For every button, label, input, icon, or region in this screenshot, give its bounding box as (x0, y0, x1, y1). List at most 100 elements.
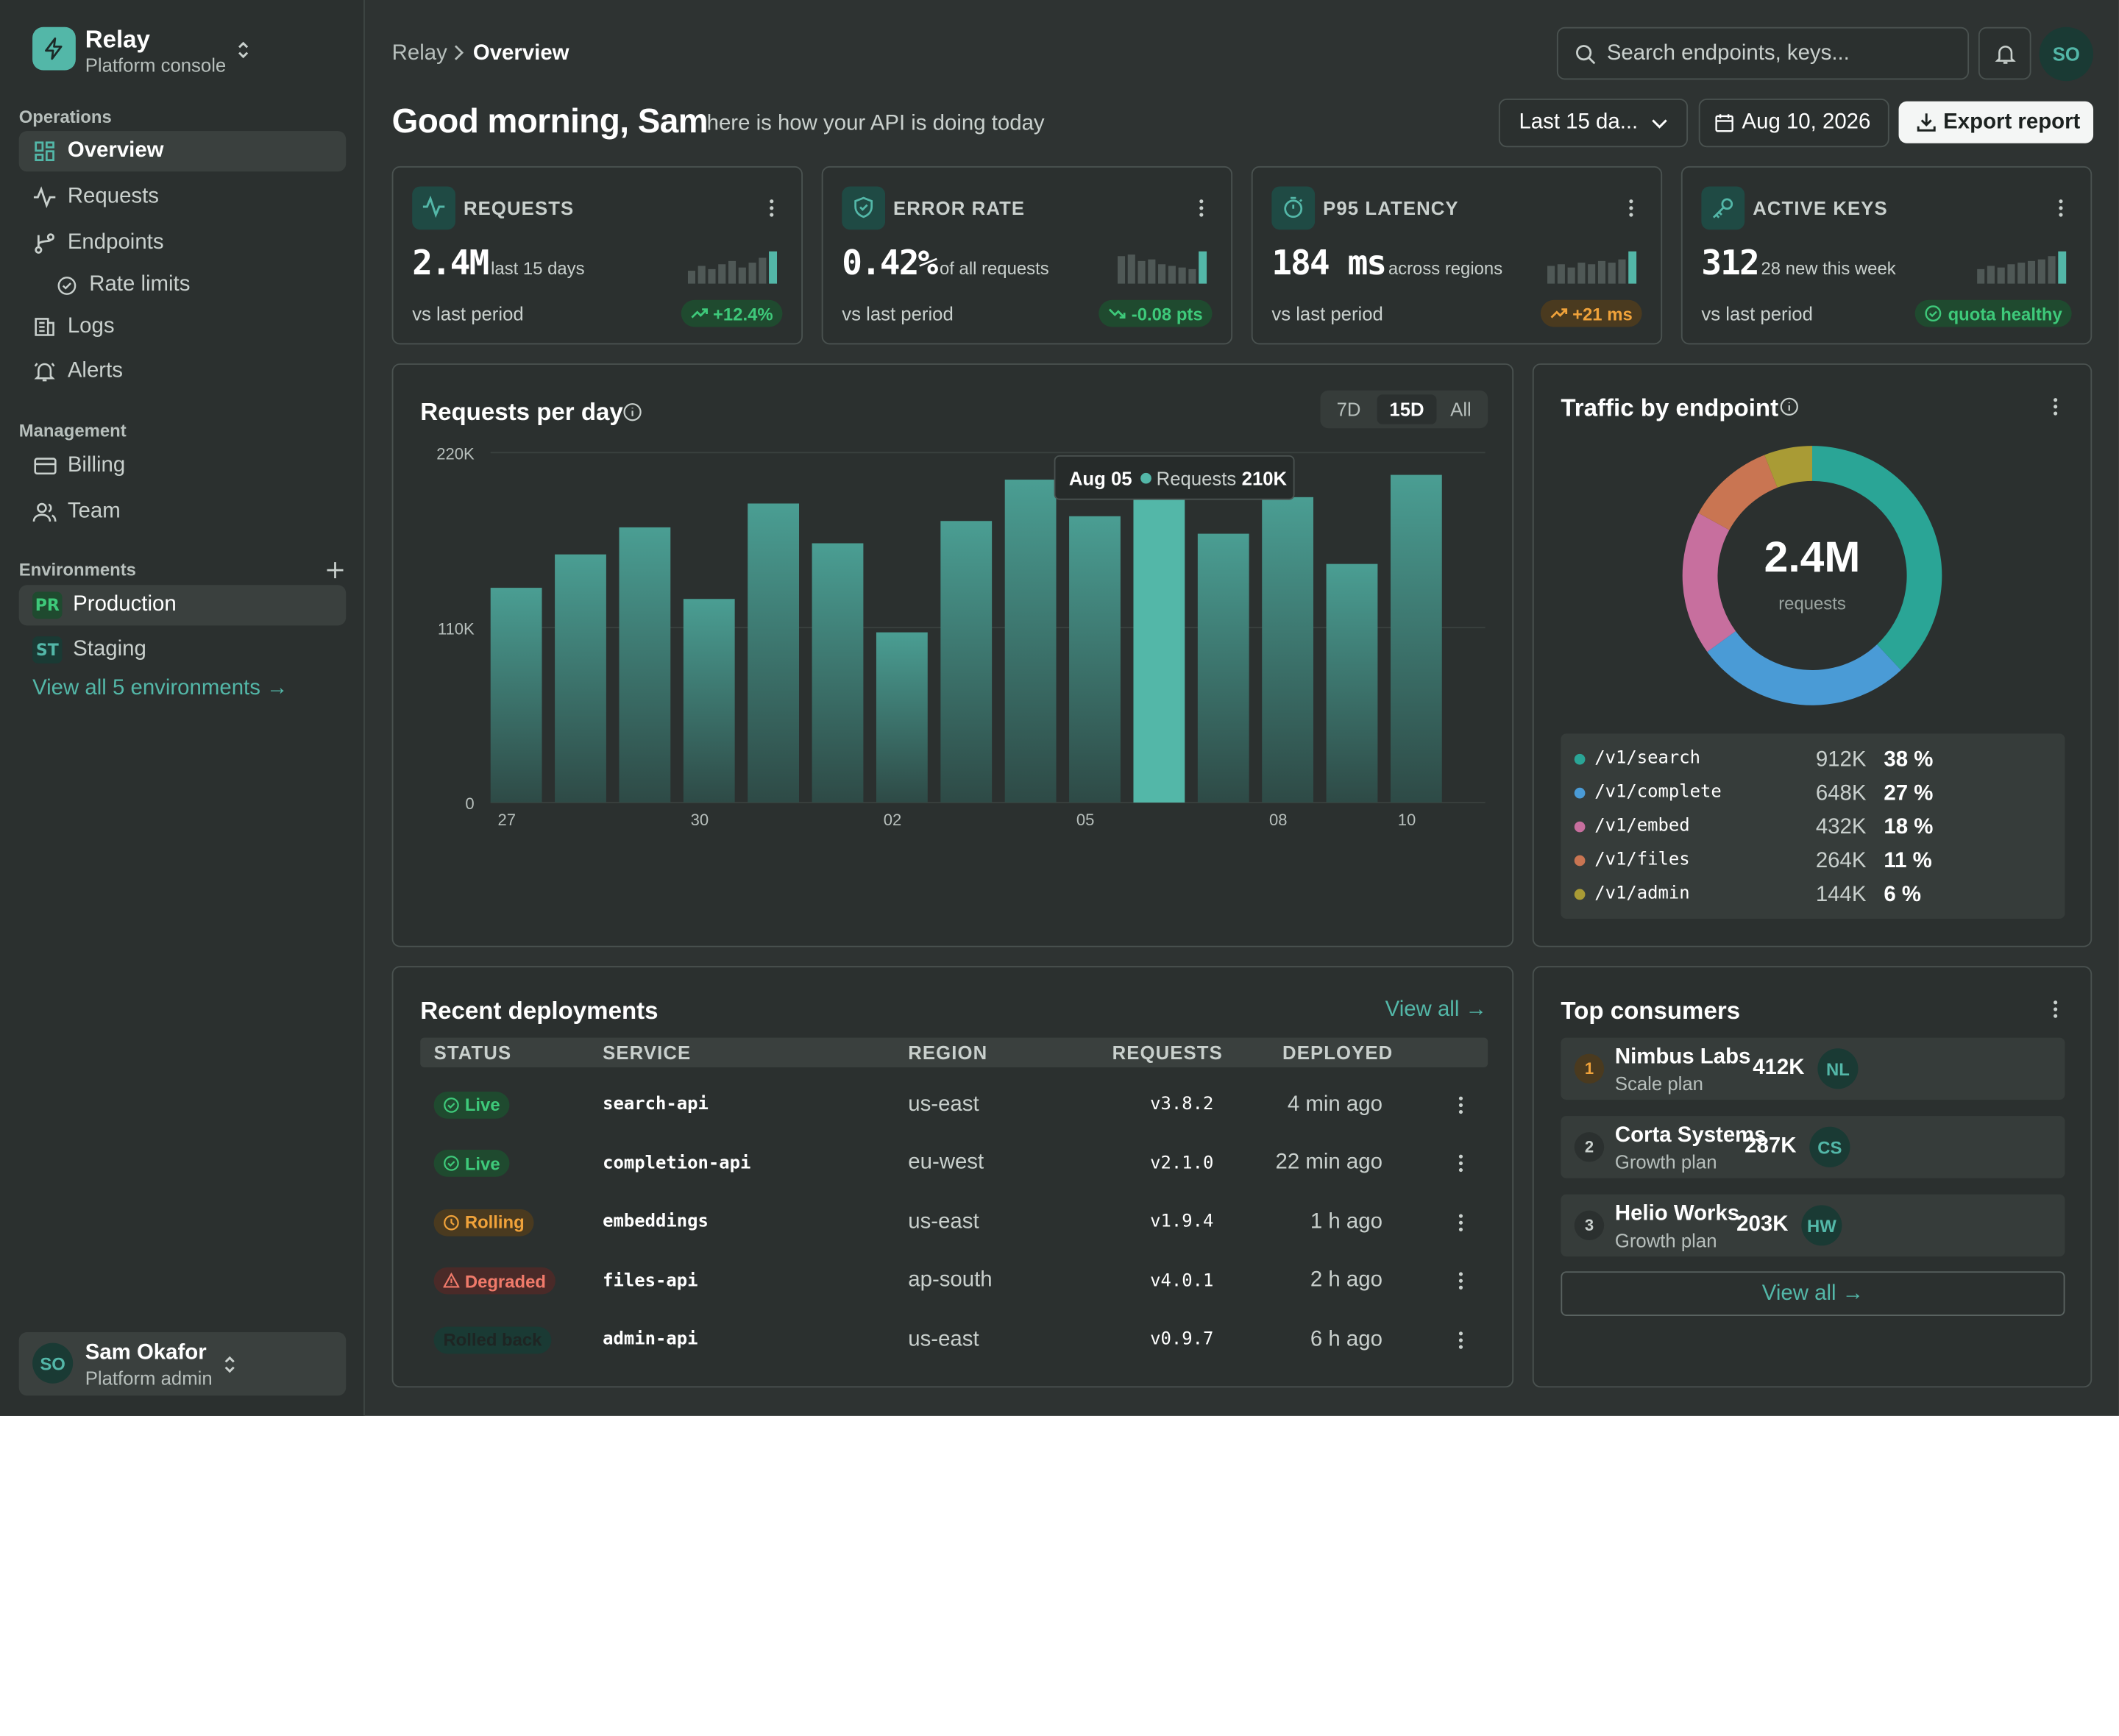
bar[interactable] (683, 599, 735, 803)
key-icon (1701, 186, 1745, 230)
kpi-sparkline (1977, 251, 2067, 284)
sidebar-item-team[interactable]: Team (19, 492, 346, 533)
user-menu[interactable]: SO Sam Okafor Platform admin (18, 1331, 347, 1396)
column-header-deployed[interactable]: DEPLOYED (1282, 1042, 1394, 1064)
kebab-menu-icon[interactable] (2045, 998, 2066, 1020)
table-row[interactable]: Degraded files-api ap-south v4.0.1 2 h ago (420, 1252, 1488, 1310)
column-header-region[interactable]: REGION (908, 1042, 988, 1064)
breadcrumb-root[interactable]: Relay (391, 41, 447, 65)
kebab-menu-icon[interactable] (761, 197, 782, 218)
bar[interactable] (1390, 474, 1442, 803)
legend-item[interactable]: /v1/complete 648K 27 % (1561, 780, 2065, 807)
kebab-menu-icon[interactable] (2050, 197, 2071, 218)
legend-label: /v1/files (1594, 850, 1690, 870)
donut-slice[interactable] (1764, 446, 1813, 488)
spark-bar (1608, 263, 1616, 284)
spark-bar (1628, 251, 1637, 284)
add-environment-icon[interactable] (326, 561, 345, 580)
status-label: Rolled back (443, 1330, 542, 1351)
tab-range-7d[interactable]: 7D (1336, 398, 1361, 421)
y-tick-label: 110K (438, 619, 475, 638)
list-item[interactable]: 2 Corta Systems Growth plan 287K CS (1561, 1116, 2065, 1178)
kebab-menu-icon[interactable] (1458, 1311, 1463, 1369)
column-header-service[interactable]: SERVICE (603, 1042, 692, 1064)
tab-range-15d[interactable]: 15D (1377, 394, 1437, 424)
column-header-status[interactable]: STATUS (433, 1042, 512, 1064)
kebab-menu-icon[interactable] (1458, 1134, 1463, 1192)
bar[interactable] (1004, 480, 1057, 803)
sidebar-item-billing[interactable]: Billing (19, 446, 346, 486)
bar[interactable] (748, 503, 800, 803)
column-header-requests[interactable]: REQUESTS (1112, 1042, 1223, 1064)
header-avatar[interactable]: SO (2039, 26, 2094, 82)
bar[interactable] (876, 632, 928, 803)
range-select[interactable]: Last 15 da... (1498, 99, 1689, 148)
kebab-menu-icon[interactable] (2045, 396, 2066, 417)
sidebar-item-requests[interactable]: Requests (19, 177, 346, 218)
bar[interactable] (1197, 533, 1249, 803)
table-row[interactable]: Live search-api us-east v3.8.2 4 min ago (420, 1075, 1488, 1134)
sidebar-item-alerts[interactable]: Alerts (19, 352, 346, 392)
spark-bar (1547, 266, 1555, 284)
donut-slice[interactable] (1698, 455, 1778, 530)
kebab-menu-icon[interactable] (1458, 1252, 1463, 1310)
table-row[interactable]: Live completion-api eu-west v2.1.0 22 min ag… (420, 1134, 1488, 1192)
sidebar-item-endpoints[interactable]: Endpoints (19, 223, 346, 263)
table-row[interactable]: Rolled back admin-api us-east v0.9.7 6 h ago (420, 1311, 1488, 1369)
kebab-menu-icon[interactable] (1458, 1075, 1463, 1134)
bar[interactable] (1326, 563, 1378, 803)
consumer-avatar: NL (1817, 1048, 1859, 1089)
legend-label: /v1/embed (1594, 816, 1690, 836)
consumers-view-all-button[interactable]: View all → (1561, 1271, 2065, 1316)
legend-item[interactable]: /v1/admin 144K 6 % (1561, 881, 2065, 908)
bar[interactable] (1262, 497, 1314, 803)
bar[interactable] (619, 527, 671, 803)
workspace-switcher-icon[interactable] (235, 39, 252, 60)
bar[interactable] (940, 521, 993, 803)
legend-item[interactable]: /v1/search 912K 38 % (1561, 746, 2065, 773)
sidebar-item-overview[interactable]: Overview (18, 131, 347, 172)
bar[interactable] (555, 554, 606, 803)
bar[interactable] (1069, 516, 1121, 803)
consumers-title: Top consumers (1561, 997, 1741, 1025)
service-name: search-api (603, 1094, 709, 1115)
donut-slice[interactable] (1682, 513, 1736, 652)
bar[interactable] (490, 588, 542, 803)
activity-icon (32, 185, 57, 210)
donut-slice[interactable] (1812, 446, 1942, 670)
date-picker-button[interactable]: Aug 10, 2026 (1698, 99, 1889, 148)
list-item[interactable]: 1 Nimbus Labs Scale plan 412K NL (1561, 1037, 2065, 1100)
date-value: Aug 10, 2026 (1742, 110, 1871, 134)
sidebar-item-rate-limits[interactable]: Rate limits (40, 265, 346, 305)
check-circle-icon (443, 1096, 459, 1112)
trend-down-icon (1109, 305, 1126, 321)
search-input[interactable]: Search endpoints, keys... (1556, 26, 1970, 80)
kebab-menu-icon[interactable] (1190, 197, 1212, 218)
env-item-production[interactable]: PR Production (18, 585, 347, 626)
table-row[interactable]: Rolling embeddings us-east v1.9.4 1 h ago (420, 1193, 1488, 1251)
region: eu-west (908, 1151, 984, 1175)
kebab-menu-icon[interactable] (1458, 1193, 1463, 1251)
notifications-button[interactable] (1978, 26, 2031, 80)
spark-bar (718, 264, 726, 284)
list-item[interactable]: 3 Helio Works Growth plan 203K HW (1561, 1194, 2065, 1257)
relay-logo-icon[interactable] (32, 26, 76, 71)
kebab-menu-icon[interactable] (1620, 197, 1641, 218)
bar[interactable] (812, 543, 864, 803)
env-item-staging[interactable]: ST Staging (19, 630, 346, 670)
tab-range-all[interactable]: All (1450, 398, 1472, 421)
bar-highlighted[interactable] (1133, 462, 1185, 803)
legend-item[interactable]: /v1/embed 432K 18 % (1561, 814, 2065, 841)
spark-bar (1148, 259, 1156, 284)
sidebar-item-logs[interactable]: Logs (19, 307, 346, 347)
legend-item[interactable]: /v1/files 264K 11 % (1561, 847, 2065, 875)
sidebar-item-label: Endpoints (67, 231, 164, 255)
export-report-button[interactable]: Export report (1898, 101, 2094, 143)
x-tick-label: 10 (1398, 811, 1416, 829)
deployments-view-all-link[interactable]: View all → (1385, 998, 1487, 1022)
info-icon[interactable] (1780, 397, 1799, 416)
info-icon[interactable] (623, 402, 642, 421)
donut-slice[interactable] (1707, 630, 1901, 705)
view-all-environments-link[interactable]: View all 5 environments → (32, 677, 288, 700)
spark-bar (1117, 256, 1126, 284)
